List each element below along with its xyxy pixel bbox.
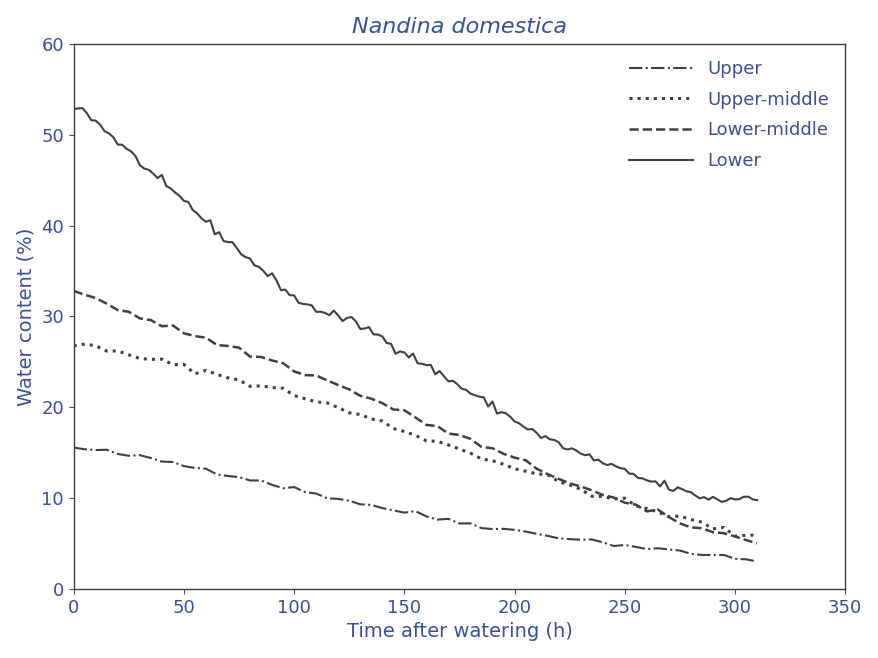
Lower — [244, 255, 255, 263]
Upper — [542, 532, 552, 540]
Line: Upper-middle: Upper-middle — [74, 344, 756, 536]
Legend: Upper, Upper-middle, Lower-middle, Lower: Upper, Upper-middle, Lower-middle, Lower — [622, 53, 835, 177]
Upper-middle — [267, 384, 277, 392]
Lower-middle — [542, 470, 552, 478]
Upper-middle — [740, 531, 751, 539]
Line: Lower-middle: Lower-middle — [74, 291, 756, 544]
Lower-middle — [68, 287, 79, 295]
Lower — [478, 393, 488, 401]
Upper-middle — [751, 531, 761, 539]
Upper-middle — [553, 478, 564, 486]
Upper-middle — [289, 392, 299, 399]
Upper — [277, 484, 288, 492]
Y-axis label: Water content (%): Water content (%) — [17, 227, 36, 405]
Upper-middle — [729, 532, 739, 540]
Upper-middle — [79, 340, 90, 348]
Upper — [68, 443, 79, 451]
Upper — [387, 507, 398, 515]
Lower — [355, 325, 365, 333]
Upper — [410, 507, 421, 515]
Upper — [740, 555, 751, 563]
Lower — [77, 104, 88, 112]
Upper-middle — [399, 428, 409, 436]
Lower — [68, 105, 79, 113]
Lower — [623, 470, 634, 478]
Upper — [751, 557, 761, 565]
Upper — [255, 476, 266, 484]
Lower-middle — [751, 540, 761, 547]
Lower — [751, 496, 761, 504]
Line: Upper: Upper — [74, 447, 756, 561]
Title: Nandina domestica: Nandina domestica — [351, 16, 566, 37]
Lower-middle — [740, 536, 751, 544]
Upper-middle — [68, 342, 79, 350]
Lower-middle — [410, 413, 421, 421]
Line: Lower: Lower — [74, 108, 756, 502]
Lower — [328, 307, 339, 315]
Lower-middle — [387, 405, 398, 413]
Lower-middle — [255, 353, 266, 361]
X-axis label: Time after watering (h): Time after watering (h) — [346, 622, 572, 642]
Lower-middle — [277, 359, 288, 367]
Lower — [544, 436, 555, 443]
Upper-middle — [421, 437, 431, 445]
Lower — [716, 498, 726, 506]
